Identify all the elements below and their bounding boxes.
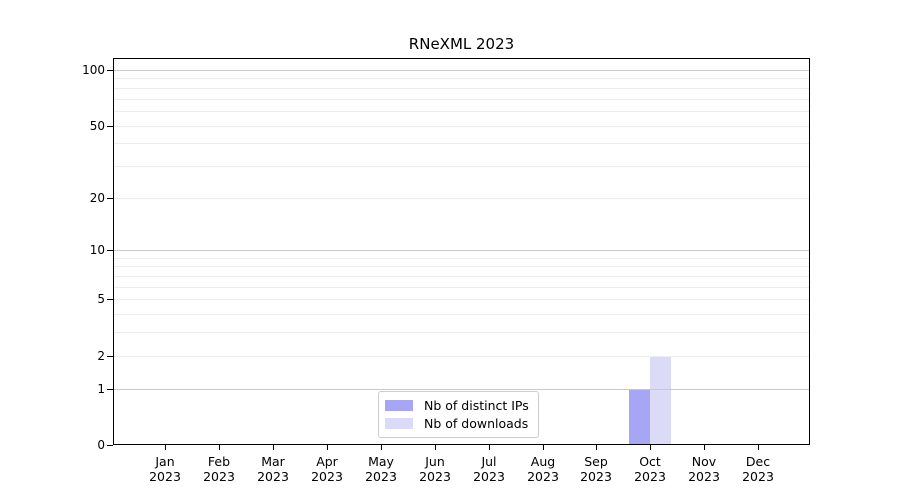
plot-area-border [113, 58, 810, 445]
x-tick-year: 2023 [742, 469, 774, 484]
chart-title: RNeXML 2023 [408, 35, 515, 53]
y-tick-mark [107, 356, 113, 357]
x-tick-year: 2023 [257, 469, 289, 484]
gridline-major [114, 389, 809, 390]
x-tick-month: May [368, 454, 394, 469]
x-tick-month: Dec [745, 454, 771, 469]
x-tick-mark [165, 445, 166, 450]
x-tick-year: 2023 [688, 469, 720, 484]
x-tick-month: Aug [530, 454, 556, 469]
x-tick-year: 2023 [419, 469, 451, 484]
x-tick-year: 2023 [527, 469, 559, 484]
x-tick-label: May 2023 [348, 454, 414, 484]
y-tick-mark [107, 198, 113, 199]
gridline-minor [114, 356, 809, 357]
x-tick-month: Jan [155, 454, 175, 469]
gridline-minor [114, 314, 809, 315]
x-tick-mark [435, 445, 436, 450]
x-tick-year: 2023 [149, 469, 181, 484]
gridline-minor [114, 111, 809, 112]
legend-label: Nb of downloads [424, 416, 529, 431]
x-tick-label: Nov 2023 [671, 454, 737, 484]
gridline-minor [114, 258, 809, 259]
x-tick-year: 2023 [473, 469, 505, 484]
legend-swatch-distinct-ips-icon [385, 400, 413, 411]
gridline-minor [114, 198, 809, 199]
x-tick-month: Jul [481, 454, 497, 469]
y-tick-label: 2 [97, 349, 105, 363]
x-tick-label: Sep 2023 [563, 454, 629, 484]
legend-item-downloads: Nb of downloads [385, 416, 529, 431]
legend-swatch-downloads-icon [385, 418, 413, 429]
gridline-minor [114, 276, 809, 277]
x-tick-month: Apr [316, 454, 338, 469]
y-tick-mark [107, 299, 113, 300]
legend-label: Nb of distinct IPs [424, 398, 529, 413]
x-tick-mark [381, 445, 382, 450]
gridline-minor [114, 78, 809, 79]
gridline-minor [114, 166, 809, 167]
y-tick-mark [107, 126, 113, 127]
x-tick-mark [327, 445, 328, 450]
y-tick-mark [107, 70, 113, 71]
x-tick-month: Nov [691, 454, 717, 469]
x-tick-label: Jul 2023 [456, 454, 522, 484]
x-tick-label: Dec 2023 [725, 454, 791, 484]
x-tick-mark [219, 445, 220, 450]
gridline-minor [114, 332, 809, 333]
y-tick-label: 1 [97, 382, 105, 396]
x-tick-year: 2023 [365, 469, 397, 484]
x-tick-label: Aug 2023 [510, 454, 576, 484]
x-tick-month: Jun [425, 454, 445, 469]
x-tick-mark [543, 445, 544, 450]
gridline-major [114, 70, 809, 71]
x-tick-year: 2023 [311, 469, 343, 484]
x-tick-mark [273, 445, 274, 450]
x-tick-label: Feb 2023 [186, 454, 252, 484]
gridline-minor [114, 126, 809, 127]
y-tick-mark [107, 250, 113, 251]
gridline-minor [114, 299, 809, 300]
y-tick-label: 10 [89, 243, 105, 257]
x-tick-label: Jan 2023 [132, 454, 198, 484]
y-tick-label: 0 [97, 438, 105, 452]
bar-downloads [650, 356, 671, 444]
y-tick-mark [107, 445, 113, 446]
y-tick-label: 50 [89, 119, 105, 133]
x-tick-month: Mar [261, 454, 285, 469]
bar-distinct-ips [629, 389, 650, 444]
x-tick-month: Feb [207, 454, 231, 469]
x-tick-label: Oct 2023 [617, 454, 683, 484]
x-tick-label: Jun 2023 [402, 454, 468, 484]
gridline-minor [114, 266, 809, 267]
gridline-minor [114, 88, 809, 89]
gridline-minor [114, 99, 809, 100]
x-tick-year: 2023 [203, 469, 235, 484]
legend-item-distinct-ips: Nb of distinct IPs [385, 398, 529, 413]
x-tick-mark [650, 445, 651, 450]
legend: Nb of distinct IPs Nb of downloads [378, 391, 539, 438]
x-tick-year: 2023 [580, 469, 612, 484]
x-tick-mark [758, 445, 759, 450]
gridline-major [114, 250, 809, 251]
x-tick-mark [704, 445, 705, 450]
x-tick-month: Sep [584, 454, 608, 469]
y-tick-label: 20 [89, 191, 105, 205]
x-tick-mark [596, 445, 597, 450]
gridline-minor [114, 143, 809, 144]
x-tick-label: Apr 2023 [294, 454, 360, 484]
y-tick-label: 5 [97, 292, 105, 306]
x-tick-label: Mar 2023 [240, 454, 306, 484]
gridline-minor [114, 287, 809, 288]
x-tick-year: 2023 [634, 469, 666, 484]
x-tick-mark [489, 445, 490, 450]
y-tick-mark [107, 389, 113, 390]
x-tick-month: Oct [639, 454, 661, 469]
y-tick-label: 100 [82, 63, 105, 77]
